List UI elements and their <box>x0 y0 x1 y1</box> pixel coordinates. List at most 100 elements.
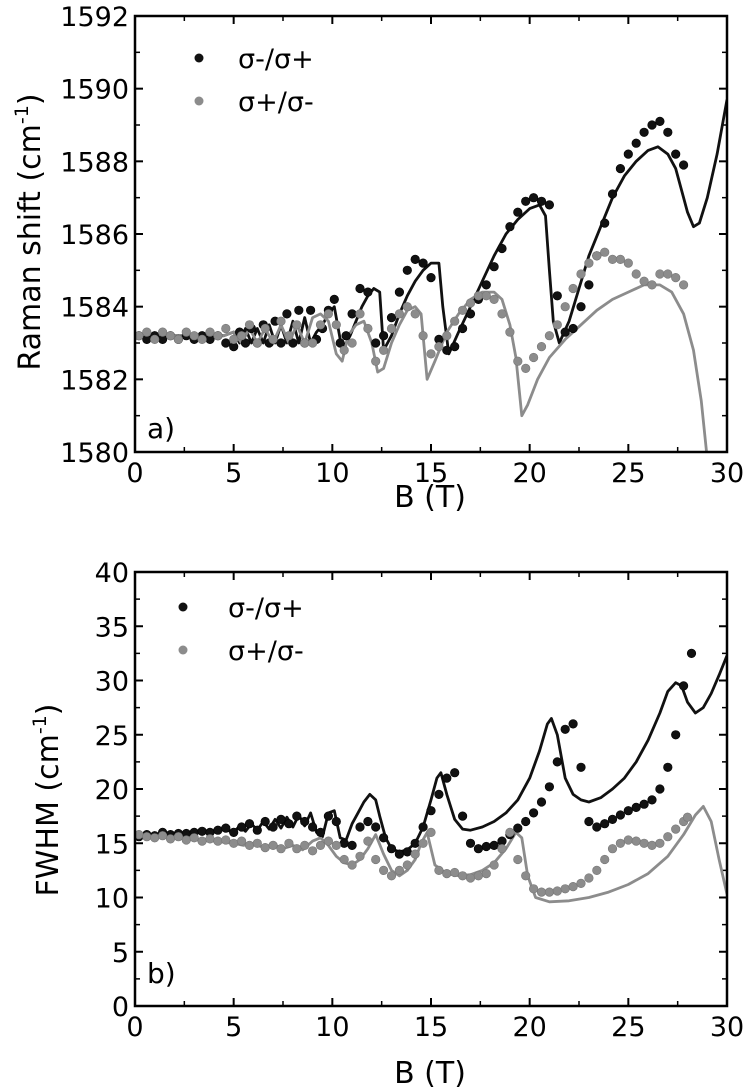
panel-b-point-gray <box>671 824 681 834</box>
panel-a-point-gray <box>379 345 389 355</box>
panel-a-legend-label-black: σ-/σ+ <box>238 44 314 75</box>
panel-a-point-black <box>647 120 657 130</box>
panel-a-point-gray <box>410 309 420 319</box>
panel-a-point-gray <box>473 291 484 301</box>
panel-a-plot-frame <box>133 14 729 454</box>
panel-b-point-black <box>371 822 381 832</box>
panel-b-point-gray <box>260 842 270 853</box>
panel-a-point-gray <box>308 338 318 348</box>
panel-a-point-gray <box>150 334 160 345</box>
panel-b-point-gray <box>639 838 649 848</box>
panel-a-point-black <box>306 305 316 315</box>
panel-a-point-black <box>288 338 298 348</box>
panel-b-point-black <box>592 822 602 832</box>
panel-b-point-gray <box>158 831 168 841</box>
panel-b-y-tick-label: 30 <box>95 667 129 698</box>
panel-a-point-gray <box>552 320 562 330</box>
panel-a-point-black <box>450 342 460 352</box>
panel-a-point-gray <box>260 323 270 334</box>
panel-a-point-black <box>521 196 531 206</box>
panel-b-point-black <box>292 811 302 821</box>
panel-a-point-gray <box>237 331 247 341</box>
panel-b-y-tick-label: 40 <box>95 558 129 589</box>
panel-a-point-gray <box>623 258 633 268</box>
panel-b-legend-label-black: σ-/σ+ <box>228 593 304 624</box>
panel-b-point-gray <box>276 844 286 854</box>
panel-a-point-black <box>371 338 381 348</box>
panel-b-point-gray <box>481 868 491 879</box>
panel-a-model-line-gray <box>135 283 708 452</box>
panel-b-y-tick-label: 20 <box>95 775 129 806</box>
panel-a-point-gray <box>173 334 183 345</box>
panel-a-y-tick-label: 1592 <box>60 2 129 33</box>
panel-b-point-gray <box>592 865 602 876</box>
panel-a-point-gray <box>221 323 231 334</box>
panel-b-point-gray <box>323 836 334 846</box>
panel-a-point-black <box>465 309 476 319</box>
panel-a-point-black <box>363 287 373 297</box>
panel-a-point-gray <box>386 323 397 334</box>
panel-b-point-gray <box>497 844 507 854</box>
panel-b-point-black <box>544 782 555 792</box>
panel-b-legend-marker-black <box>178 602 188 612</box>
panel-a-point-gray <box>347 338 357 348</box>
panel-b-x-tick-label: 20 <box>512 1012 546 1043</box>
panel-b-y-tick-label: 35 <box>95 612 129 643</box>
panel-b-point-gray <box>473 871 484 881</box>
panel-b-point-black <box>450 768 460 778</box>
panel-a-point-gray <box>647 280 657 290</box>
panel-a-point-black <box>615 164 626 174</box>
panel-b-point-gray <box>521 871 531 881</box>
panel-b-point-gray <box>252 838 262 848</box>
panel-a-point-black <box>600 218 610 228</box>
panel-b-point-gray <box>584 873 594 883</box>
panel-b-point-gray <box>544 887 555 897</box>
panel-a-y-tick-label: 1588 <box>60 147 129 178</box>
panel-a-point-gray <box>600 247 610 257</box>
panel-b-point-black <box>260 816 270 827</box>
panel-b-point-gray <box>189 833 199 843</box>
panel-b-legend-label-gray: σ+/σ- <box>228 636 304 667</box>
panel-b-point-gray <box>165 834 176 844</box>
panel-b-x-tick-label: 30 <box>710 1012 744 1043</box>
panel-b-point-gray <box>663 832 673 842</box>
panel-b-point-black <box>300 816 310 827</box>
panel-a-point-gray <box>450 316 460 326</box>
panel-a-point-gray <box>592 251 602 261</box>
panel-a-point-black <box>631 138 641 148</box>
panel-b-data-points <box>135 648 697 897</box>
panel-a-point-gray <box>481 291 491 301</box>
panel-b-point-black <box>528 808 539 818</box>
panel-a-legend-marker-black <box>194 53 204 63</box>
panel-b-point-gray <box>458 871 468 881</box>
panel-b-x-tick-label: 15 <box>414 1012 448 1043</box>
panel-b-point-black <box>513 823 523 833</box>
panel-b-ticks <box>134 571 728 1007</box>
panel-b-point-gray <box>308 846 318 856</box>
panel-a-point-black <box>497 243 507 254</box>
panel-b-point-black <box>252 825 262 835</box>
panel-a-point-black <box>458 323 468 334</box>
panel-b-y-tick-label: 25 <box>95 721 129 752</box>
panel-a-point-gray <box>331 320 341 330</box>
panel-b-point-gray <box>647 840 657 851</box>
panel-a-point-black <box>402 265 412 275</box>
panel-b-point-gray <box>284 838 294 848</box>
panel-b-point-black <box>489 840 499 851</box>
panel-b-y-axis-title-main: FWHM (cm <box>31 734 66 896</box>
panel-a-y-tick-label: 1586 <box>60 220 129 251</box>
panel-b-point-black <box>442 773 452 783</box>
panel-a-point-gray <box>276 316 286 326</box>
panel-a-point-gray <box>568 283 578 294</box>
panel-a-point-black <box>426 273 436 283</box>
panel-a-point-black <box>221 338 231 348</box>
panel-b-point-gray <box>418 838 428 848</box>
panel-a-point-gray <box>489 294 499 305</box>
panel-b-point-gray <box>244 840 255 851</box>
panel-b-point-gray <box>229 838 239 848</box>
panel-a-point-gray <box>678 280 689 290</box>
panel-b-model-line-gray <box>135 805 727 904</box>
panel-a-point-black <box>294 305 304 315</box>
panel-a-ticks <box>134 15 728 453</box>
panel-b-y-tick-labels: 0 5 10 15 20 25 30 35 40 <box>95 558 129 1023</box>
